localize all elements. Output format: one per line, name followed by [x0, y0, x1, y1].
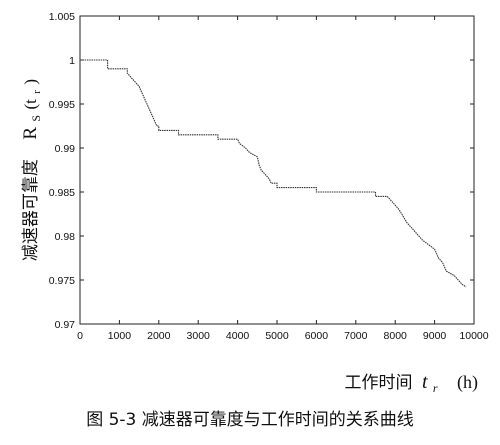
figure-caption: 图 5-3 减速器可靠度与工作时间的关系曲线	[86, 410, 414, 430]
y-axis-label-close: )	[21, 79, 40, 85]
x-axis-label-text: 工作时间	[345, 373, 413, 393]
y-axis-label-subscript: S	[29, 115, 43, 122]
x-tick-label: 0	[77, 330, 83, 342]
x-tick-label: 7000	[344, 330, 368, 342]
y-tick-label: 1	[69, 55, 75, 67]
x-axis-label: 工作时间 t r (h)	[345, 371, 478, 397]
x-axis-label-symbol: t	[422, 371, 428, 393]
plot-area	[79, 15, 475, 325]
y-axis-label-text: 减速器可靠度	[21, 159, 41, 261]
axis-ticks: 0 1000 2000 3000 4000 5000 6000 7000 8000 9000 100…	[49, 11, 489, 342]
y-axis-label-symbol: R	[20, 127, 41, 140]
y-tick-label: 0.97	[55, 319, 76, 331]
x-tick-label: 3000	[187, 330, 211, 342]
y-tick-label: 0.98	[55, 231, 76, 243]
x-tick-label: 2000	[147, 330, 171, 342]
x-tick-label: 9000	[423, 330, 447, 342]
plot-frame	[79, 15, 475, 325]
x-tick-label: 1000	[108, 330, 132, 342]
x-tick-label: 4000	[226, 330, 250, 342]
y-axis-label-argument: (t	[21, 99, 40, 110]
reliability-chart: 0 1000 2000 3000 4000 5000 6000 7000 8000 9000 100…	[20, 11, 489, 397]
data-series	[80, 59, 467, 288]
x-tick-label: 8000	[384, 330, 408, 342]
y-axis-label-argument-subscript: r	[31, 90, 43, 94]
x-axis-label-subscript: r	[433, 381, 438, 395]
x-tick-label: 6000	[305, 330, 329, 342]
y-tick-label: 0.995	[49, 99, 75, 111]
x-tick-label: 5000	[265, 330, 289, 342]
y-tick-label: 1.005	[49, 11, 75, 23]
x-axis-label-unit: (h)	[457, 372, 478, 393]
y-axis-label: 减速器可靠度 R S (t r )	[20, 79, 45, 261]
x-tick-label: 10000	[459, 330, 488, 342]
series-line	[80, 59, 467, 288]
y-tick-label: 0.975	[49, 275, 75, 287]
y-tick-label: 0.985	[49, 187, 75, 199]
y-tick-label: 0.99	[55, 143, 76, 155]
